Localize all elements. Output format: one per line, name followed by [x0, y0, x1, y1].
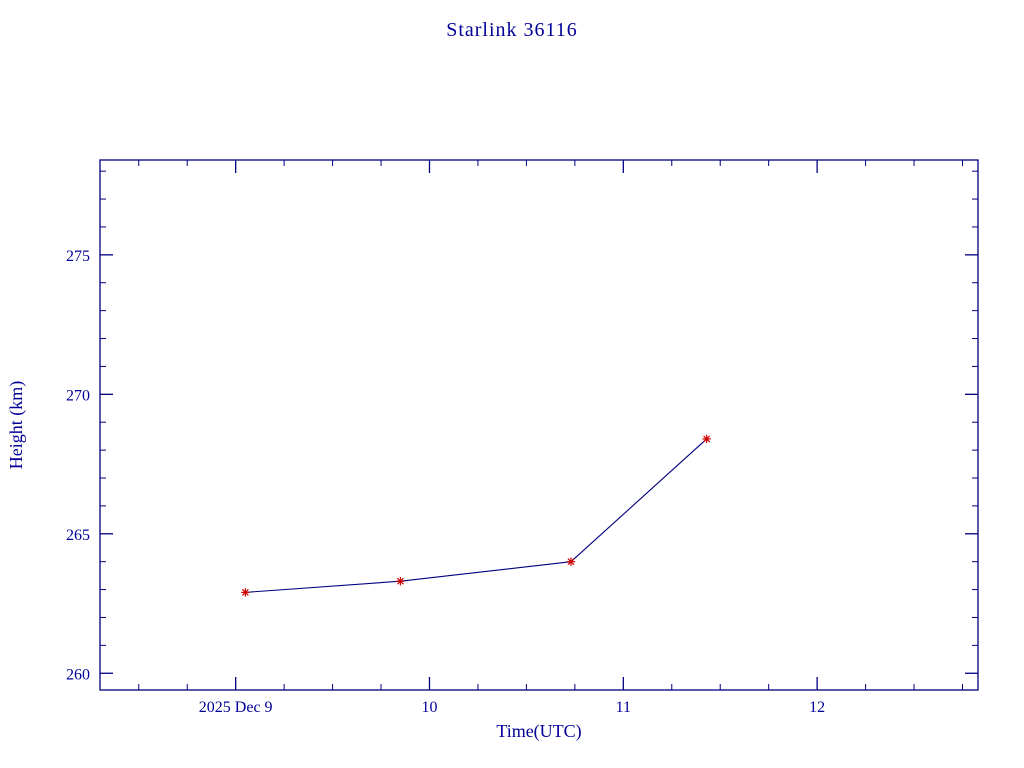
x-tick-label: 10 [421, 699, 437, 716]
x-tick-label: 2025 Dec 9 [199, 699, 273, 716]
data-line [245, 438, 708, 593]
marker-spoke [703, 435, 711, 443]
marker-spoke [396, 577, 404, 585]
plot-border [99, 159, 979, 691]
data-point-marker [241, 588, 250, 597]
chart-title: Starlink 36116 [446, 19, 578, 41]
data-point-marker [396, 577, 405, 586]
y-axis-label: Height (km) [6, 381, 27, 469]
marker-spoke [567, 558, 575, 566]
y-tick-label: 260 [66, 666, 90, 683]
plot-area: 2025 Dec 9 10 11 12 260 265 270 275 [66, 159, 979, 716]
y-tick-label: 270 [66, 387, 90, 404]
data-point-marker [566, 557, 576, 566]
x-tick-label: 12 [809, 699, 825, 716]
data-point-marker [702, 434, 711, 444]
x-axis-label: Time(UTC) [496, 721, 581, 742]
marker-spoke [241, 588, 249, 596]
y-tick-label: 275 [66, 248, 90, 265]
x-tick-label: 11 [616, 699, 631, 716]
y-tick-label: 265 [66, 527, 90, 544]
